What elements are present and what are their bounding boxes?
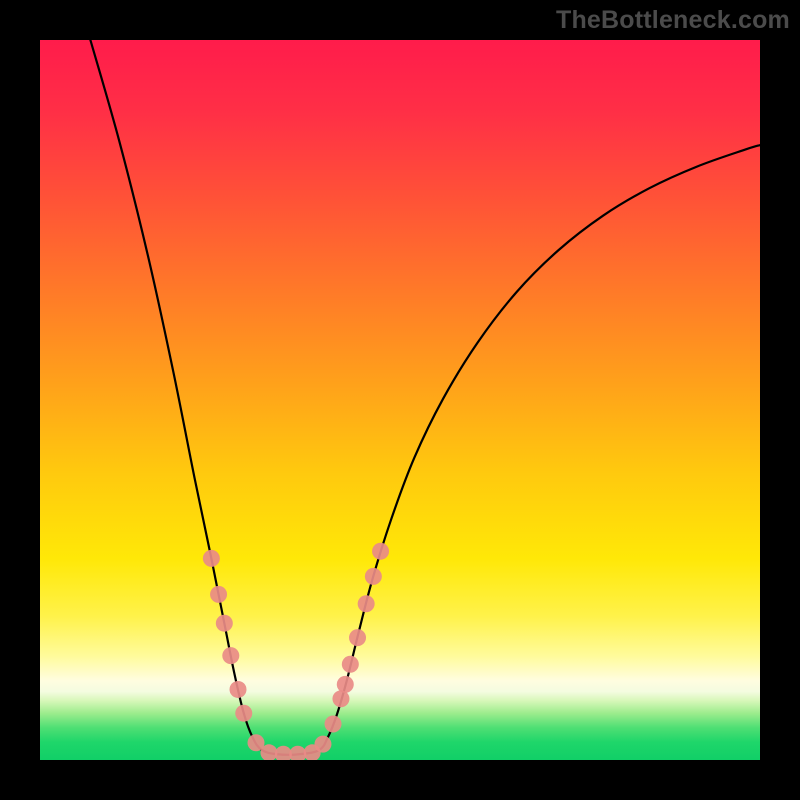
data-marker <box>235 705 252 722</box>
data-marker <box>358 595 375 612</box>
data-marker <box>365 568 382 585</box>
data-marker <box>314 736 331 753</box>
data-marker <box>325 716 342 733</box>
data-marker <box>342 656 359 673</box>
v-curve-chart <box>40 40 760 760</box>
data-marker <box>275 746 292 760</box>
data-marker <box>372 543 389 560</box>
outer-frame: TheBottleneck.com <box>0 0 800 800</box>
data-marker <box>222 647 239 664</box>
data-marker <box>216 615 233 632</box>
plot-area <box>40 40 760 760</box>
data-marker <box>210 586 227 603</box>
v-curve-path <box>90 40 760 755</box>
data-marker <box>332 690 349 707</box>
data-marker <box>230 681 247 698</box>
data-marker <box>203 550 220 567</box>
data-marker <box>349 629 366 646</box>
data-marker <box>337 676 354 693</box>
watermark-text: TheBottleneck.com <box>556 6 790 35</box>
